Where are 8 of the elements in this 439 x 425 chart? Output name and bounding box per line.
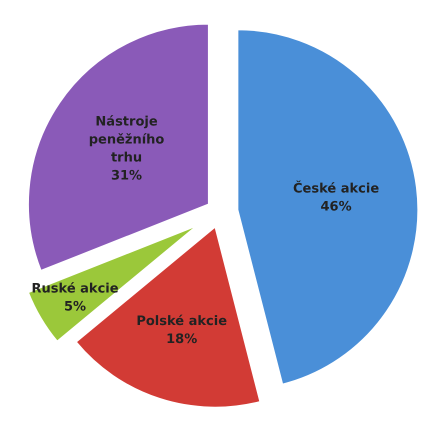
slice-label: Nástroje peněžního trhu [88,114,164,166]
slice-label: Ruské akcie [32,281,119,296]
data-label: 5% [64,299,86,314]
data-label: 31% [110,168,142,184]
data-label: 18% [166,331,198,346]
data-label: 46% [320,198,352,214]
slice-label: Polské akcie [136,313,228,328]
slice-label: České akcie [293,178,380,196]
